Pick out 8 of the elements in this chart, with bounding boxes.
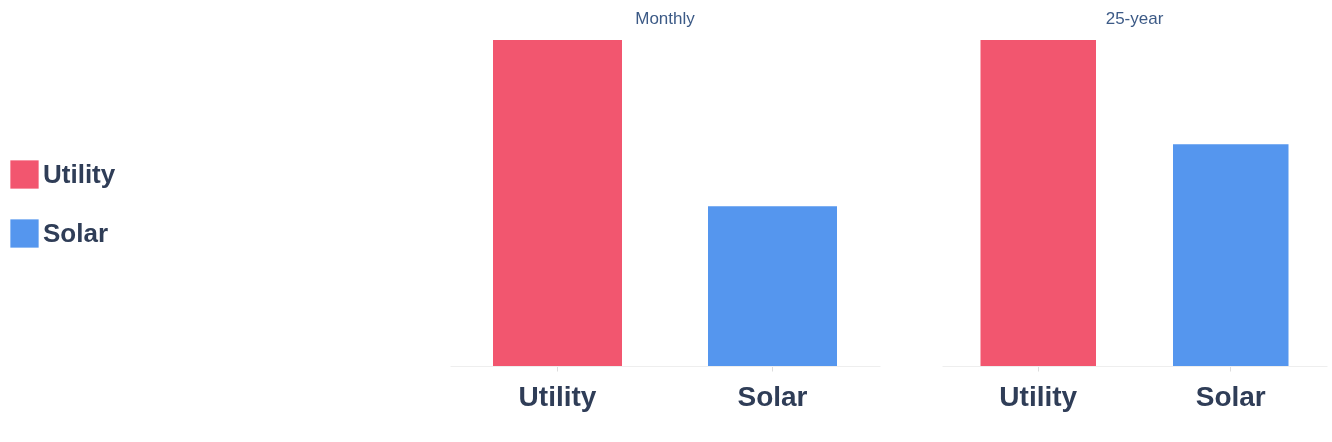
x-tick-label: Solar [737,380,808,412]
x-tick-label: Utility [518,380,597,412]
x-tick-label: Solar [1195,380,1266,412]
x-tick-label: Utility [999,380,1078,412]
chart-title: 25-year [1105,9,1164,28]
chart-title: Monthly [635,9,696,28]
legend-label: Solar [43,217,109,248]
legend-label: Utility [43,158,116,189]
